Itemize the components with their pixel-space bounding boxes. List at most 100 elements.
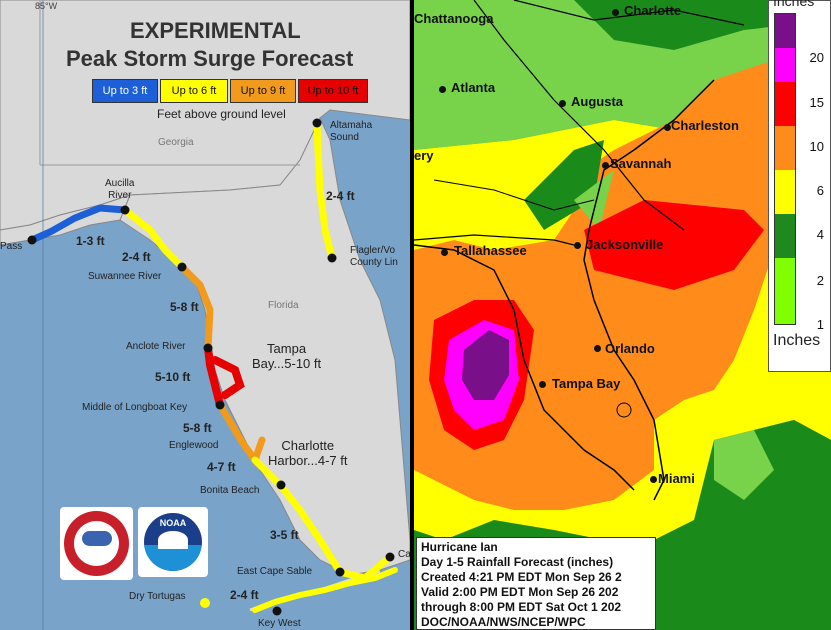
label-altamaha: Altamaha Sound [330, 120, 373, 143]
city-dot-augusta [559, 100, 566, 107]
city-label-miami: Miami [658, 471, 695, 486]
city-dot-orlando [594, 345, 601, 352]
nws-logo [60, 507, 133, 580]
label-surge-4-7: 4-7 ft [207, 460, 236, 474]
city-dot-tallahassee [441, 249, 448, 256]
info-line-4: Valid 2:00 PM EDT Mon Sep 26 202 [421, 585, 619, 599]
city-label-savannah: Savannah [610, 156, 672, 171]
city-label-albany-partial: ery [414, 148, 434, 163]
state-label-florida: Florida [268, 300, 299, 311]
label-flagler: Flagler/Vo County Lin [350, 245, 398, 268]
scale-color-1 [775, 258, 795, 324]
label-charlotte: Charlotte Harbor...4-7 ft [268, 438, 348, 468]
legend-up-to-3: Up to 3 ft [92, 79, 158, 103]
corner-label: 85°W [35, 1, 58, 11]
label-anclote: Anclote River [126, 341, 186, 352]
city-dot-tampa-bay [539, 381, 546, 388]
legend-up-to-6: Up to 6 ft [160, 79, 228, 103]
scale-label-1: 1 [816, 317, 824, 332]
scale-label-6: 6 [816, 183, 824, 198]
legend-up-to-6-label: Up to 6 ft [171, 85, 217, 97]
surge-orange-north [178, 263, 214, 352]
panel-divider [410, 0, 414, 630]
city-dot-savannah [602, 162, 609, 169]
label-surge-5-8-south: 5-8 ft [183, 421, 212, 435]
surge-yellow-keys [252, 567, 398, 613]
city-label-atlanta: Atlanta [451, 80, 496, 95]
surge-orange-south [216, 401, 266, 468]
label-key-west: Key West [258, 618, 301, 629]
surge-yellow-west [121, 206, 186, 271]
state-label-georgia: Georgia [158, 137, 194, 148]
scale-color-6 [775, 126, 795, 170]
label-aucilla: Aucilla River [105, 178, 135, 201]
city-label-augusta: Augusta [571, 94, 623, 109]
city-dot-jacksonville [574, 242, 581, 249]
label-tampa-bay: Tampa Bay...5-10 ft [252, 341, 322, 371]
city-label-charlotte: Charlotte [624, 3, 682, 18]
legend-up-to-10-label: Up to 10 ft [307, 85, 359, 97]
scale-label-2: 2 [816, 273, 824, 288]
city-label-jacksonville: Jacksonville [586, 237, 664, 252]
label-dry-tortugas: Dry Tortugas [129, 591, 186, 602]
label-bonita: Bonita Beach [200, 485, 260, 496]
info-line-3: Created 4:21 PM EDT Mon Sep 26 2 [421, 570, 622, 584]
label-surge-2-4-west: 2-4 ft [122, 250, 151, 264]
legend-up-to-10: Up to 10 ft [298, 79, 368, 103]
city-label-tallahassee: Tallahassee [454, 243, 527, 258]
scale-color-15 [775, 48, 795, 82]
surge-blue-segment [28, 204, 129, 244]
scale-color-10 [775, 82, 795, 126]
scale-label-10: 10 [809, 139, 824, 154]
scale-label-20: 20 [809, 50, 824, 65]
city-dot-miami [650, 476, 657, 483]
city-label-charleston: Charleston [671, 118, 739, 133]
label-suwannee: Suwannee River [88, 271, 162, 282]
noaa-logo: NOAA [138, 507, 208, 577]
scale-color-20 [775, 14, 795, 48]
rainfall-scale-legend: Inches 20 15 10 6 4 2 1 Inches [768, 0, 831, 372]
scale-color-4 [775, 170, 795, 214]
scale-title: Inches [773, 0, 815, 9]
label-east-cape: East Cape Sable [237, 566, 313, 577]
surge-map-graphic [0, 0, 410, 630]
info-line-6: DOC/NOAA/NWS/NCEP/WPC [421, 615, 586, 629]
rainfall-info-box: Hurricane Ian Day 1-5 Rainfall Forecast … [416, 537, 656, 630]
city-label-orlando: Orlando [605, 341, 655, 356]
rainfall-forecast-map: Charlotte Chattanooga Atlanta Augusta Ch… [414, 0, 831, 630]
info-line-1: Hurricane Ian [421, 540, 498, 554]
legend-up-to-9: Up to 9 ft [230, 79, 296, 103]
surge-yellow-south [251, 456, 394, 582]
legend-up-to-3-label: Up to 3 ft [102, 85, 148, 97]
scale-label-4: 4 [816, 227, 824, 242]
scale-bar [774, 13, 796, 325]
city-label-tampa-bay: Tampa Bay [552, 376, 621, 391]
city-dot-charleston [664, 124, 671, 131]
label-surge-2-4-keys: 2-4 ft [230, 588, 259, 602]
label-surge-1-3: 1-3 ft [76, 234, 105, 248]
land-florida [119, 116, 410, 576]
surge-yellow-east [313, 119, 336, 262]
label-surge-3-5: 3-5 ft [270, 528, 299, 542]
label-longboat: Middle of Longboat Key [82, 402, 188, 413]
label-pass: Pass [0, 241, 23, 252]
surge-title-line1: EXPERIMENTAL [130, 18, 301, 43]
label-englewood: Englewood [169, 440, 219, 451]
label-cape-c: Ca [398, 549, 410, 560]
scale-bottom-label: Inches [773, 332, 821, 349]
noaa-logo-text: NOAA [159, 518, 187, 528]
city-dot-atlanta [439, 86, 446, 93]
city-dot-charlotte [612, 9, 619, 16]
info-line-5: through 8:00 PM EDT Sat Oct 1 202 [421, 600, 622, 614]
label-surge-5-8-north: 5-8 ft [170, 300, 199, 314]
surge-red-tampa [204, 344, 245, 409]
scale-color-2 [775, 214, 795, 258]
city-label-chattanooga: Chattanooga [414, 11, 494, 26]
info-line-2: Day 1-5 Rainfall Forecast (inches) [421, 555, 614, 569]
scale-label-15: 15 [809, 95, 824, 110]
legend-up-to-9-label: Up to 9 ft [240, 85, 286, 97]
storm-surge-map: EXPERIMENTAL Peak Storm Surge Forecast U… [0, 0, 410, 630]
surge-title-line2: Peak Storm Surge Forecast [66, 46, 354, 71]
label-surge-2-4-east: 2-4 ft [326, 189, 355, 203]
rainfall-map-graphic [414, 0, 831, 630]
